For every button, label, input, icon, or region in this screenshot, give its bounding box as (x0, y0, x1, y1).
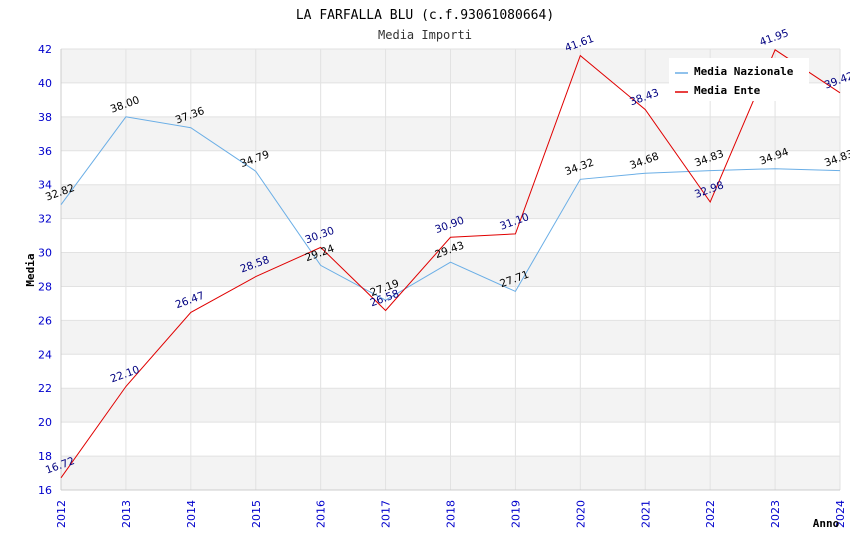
y-tick-label: 36 (38, 145, 52, 158)
x-tick-label: 2021 (639, 500, 652, 528)
series-line-media-nazionale (60, 116, 841, 301)
x-tick-label: 2020 (574, 500, 587, 528)
x-tick-label: 2023 (769, 500, 782, 528)
y-tick-label: 38 (38, 111, 52, 124)
x-tick-label: 2015 (250, 500, 263, 528)
chart-title: LA FARFALLA BLU (c.f.93061080664) (296, 8, 554, 23)
x-tick-label: 2012 (55, 500, 68, 528)
y-tick-label: 42 (38, 43, 52, 56)
data-label-media-ente: 41.95 (758, 27, 790, 49)
grid-lines (60, 48, 841, 491)
y-tick-label: 32 (38, 213, 52, 226)
y-tick-label: 24 (38, 348, 52, 361)
x-tick-label: 2013 (120, 500, 133, 528)
x-axis-title: Anno (813, 517, 840, 530)
y-tick-label: 34 (38, 179, 52, 192)
x-tick-label: 2016 (315, 500, 328, 528)
chart-subtitle: Media Importi (378, 28, 472, 42)
x-tick-label: 2019 (509, 500, 522, 528)
y-tick-label: 16 (38, 484, 52, 497)
legend-box (669, 58, 809, 101)
series-lines (60, 49, 841, 479)
y-tick-label: 40 (38, 77, 52, 90)
x-tick-label: 2018 (445, 500, 458, 528)
x-tick-label: 2024 (834, 500, 847, 528)
legend-label-media-ente: Media Ente (694, 84, 761, 97)
y-tick-label: 22 (38, 382, 52, 395)
y-axis-title: Media (24, 253, 37, 286)
x-tick-label: 2017 (380, 500, 393, 528)
y-tick-label: 26 (38, 314, 52, 327)
y-tick-label: 18 (38, 450, 52, 463)
x-axis-ticks: 2012 2013 2014 2015 2016 2017 2018 2019 2020 2021… (55, 500, 847, 528)
y-axis-ticks: 16 18 20 22 24 26 28 30 32 34 36 38 40 42 (38, 43, 52, 497)
y-tick-label: 20 (38, 416, 52, 429)
x-tick-label: 2022 (704, 500, 717, 528)
legend: Media Nazionale Media Ente (669, 58, 809, 101)
x-tick-label: 2014 (185, 500, 198, 528)
series-line-media-ente (60, 49, 841, 479)
y-tick-label: 28 (38, 280, 52, 293)
legend-label-media-nazionale: Media Nazionale (694, 65, 794, 78)
y-tick-label: 30 (38, 247, 52, 260)
